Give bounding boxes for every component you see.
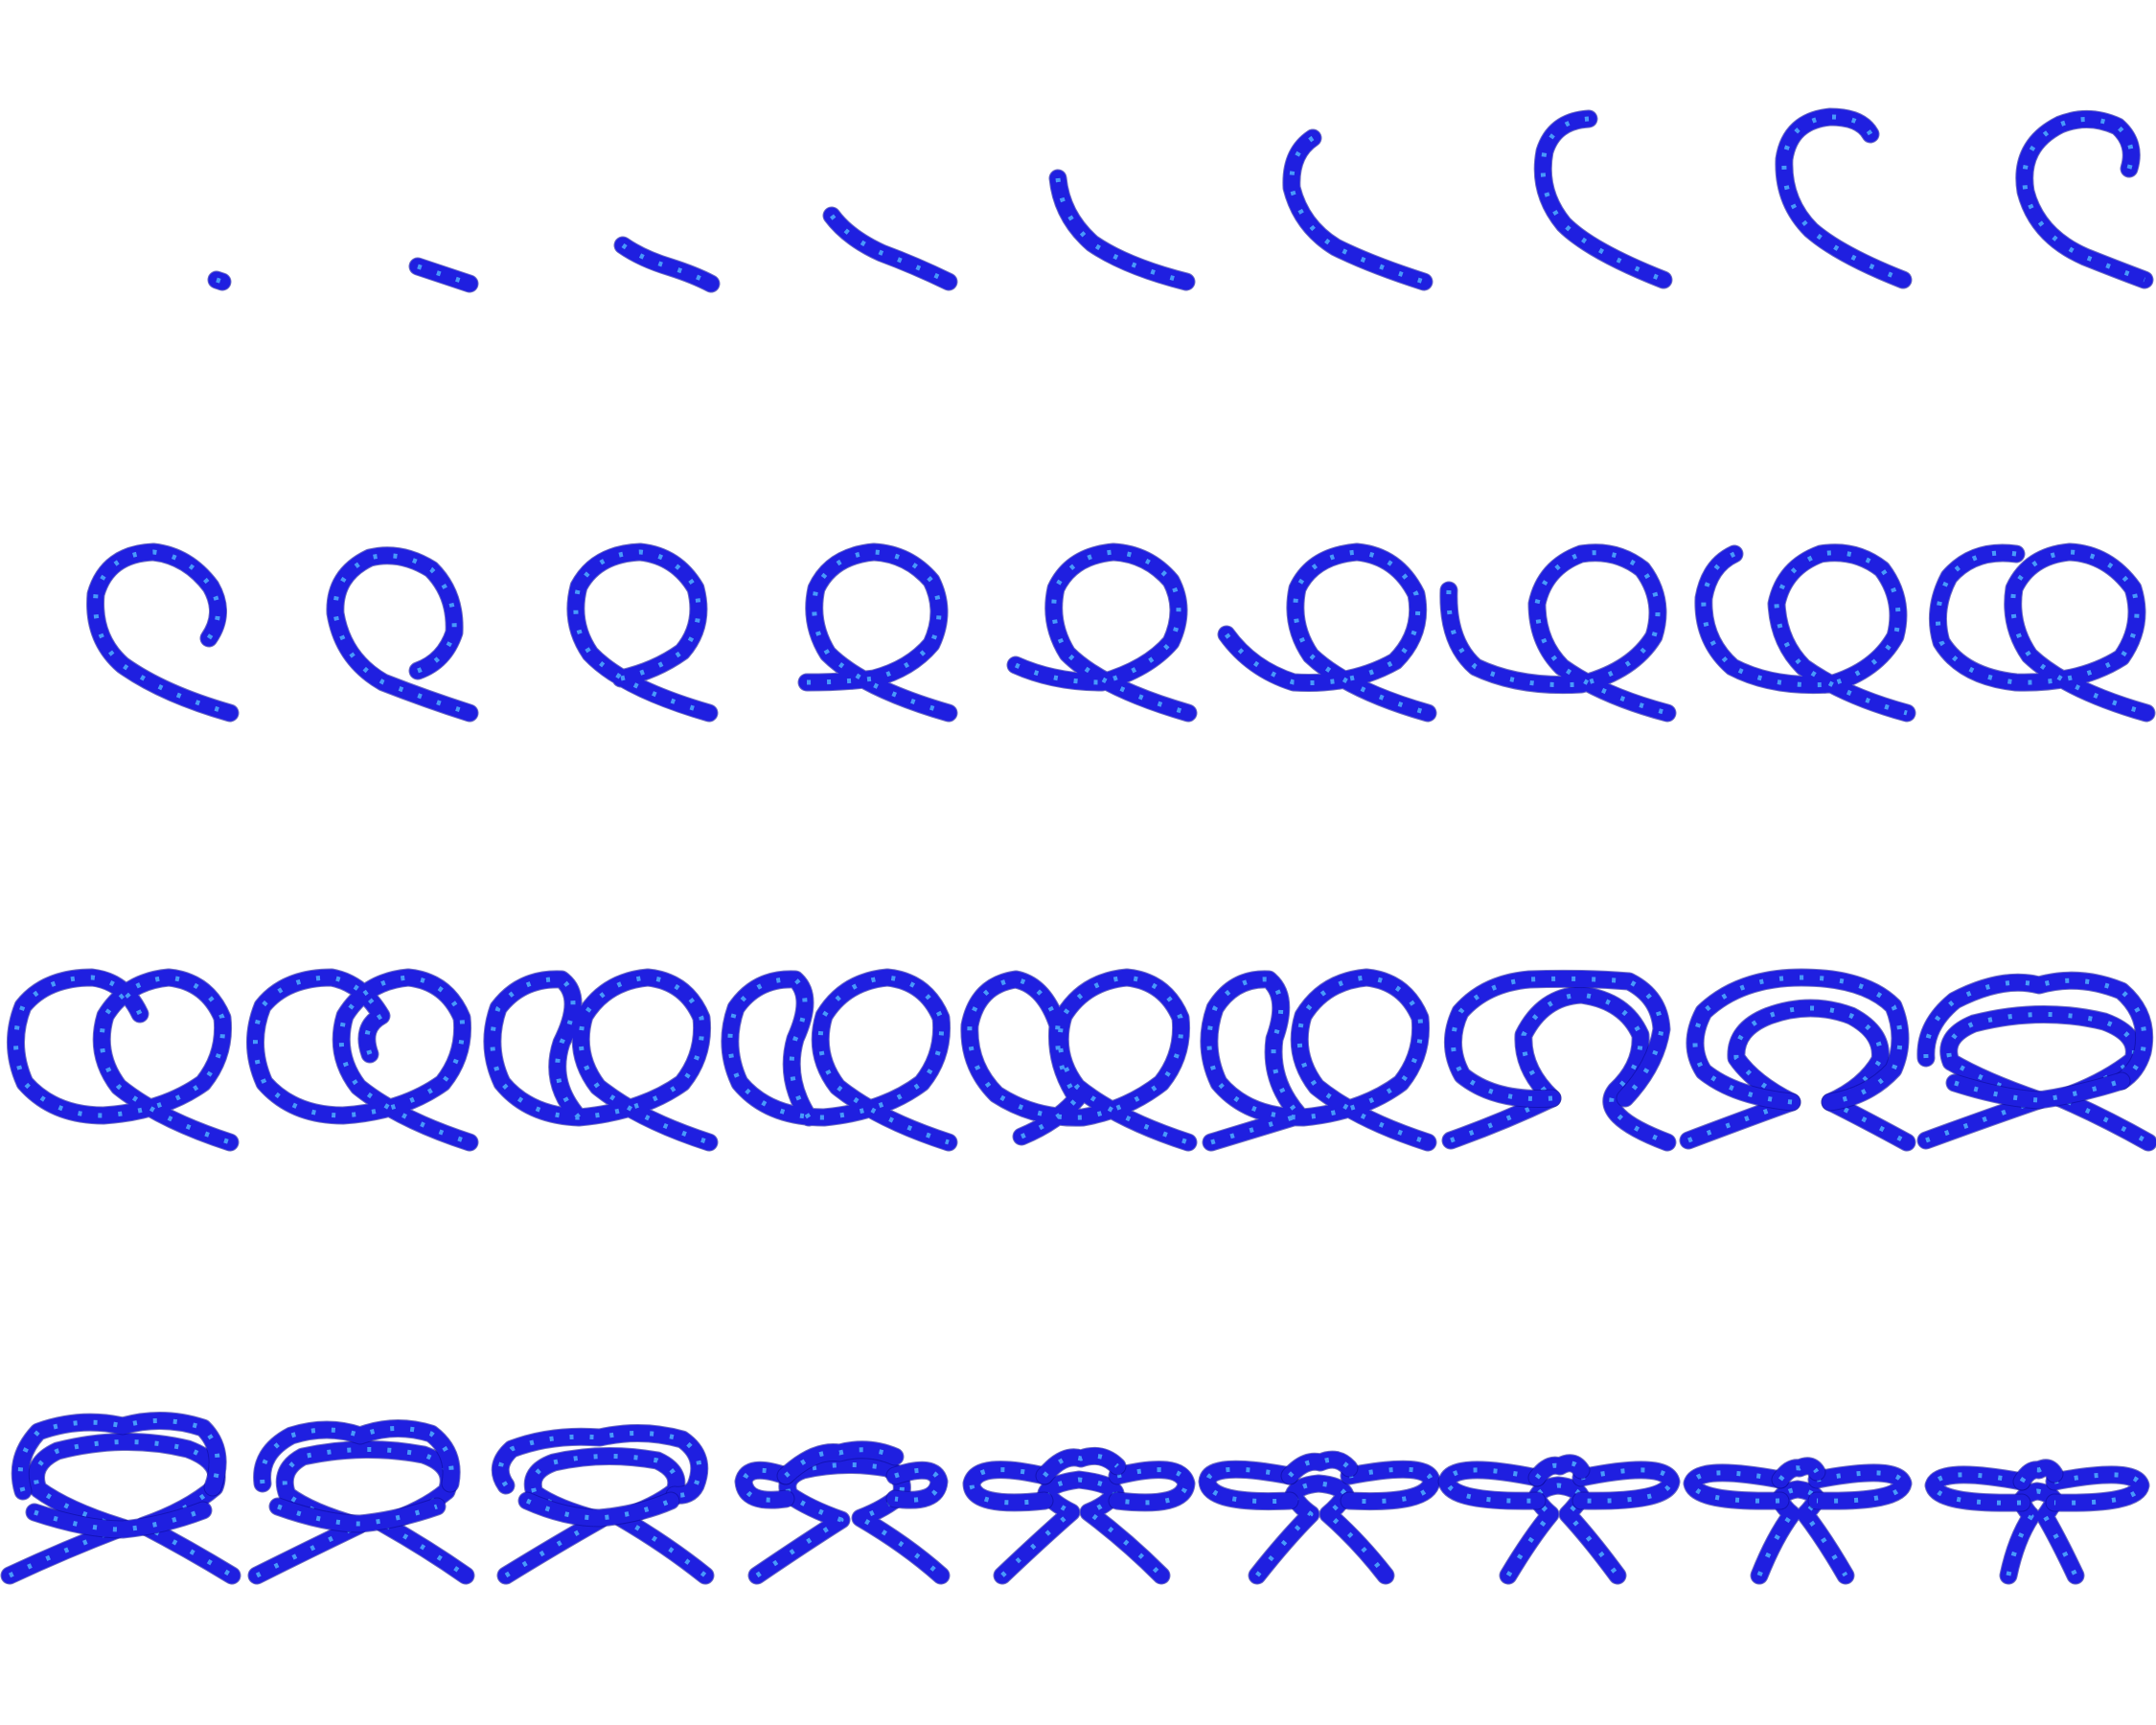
rope-pattern-two-loops-cross-0 [727, 975, 950, 1145]
rope-segment-gentle-curve-0 [614, 237, 720, 292]
rope-segment-second-curve-up-0 [1440, 544, 1676, 722]
rope-segment-pretzel-ears-1 [735, 1461, 794, 1508]
rope-pattern-tail-point-0 [216, 277, 223, 285]
frame-r4-c2 [247, 1418, 475, 1585]
rope-pattern-knot-tight-2 [1816, 1470, 1906, 1504]
frame-r2-c8 [1694, 543, 1916, 723]
frame-r3-c9 [1916, 971, 2156, 1152]
rope-segment-pretzel-narrow-1 [254, 1419, 460, 1492]
frame-r4-c5 [962, 1446, 1196, 1585]
frame-r1-c2 [408, 257, 479, 293]
rope-pattern-knot-final-1 [1931, 1472, 2023, 1506]
frame-r3-c5 [960, 968, 1198, 1152]
frame-r3-c7 [1441, 969, 1677, 1152]
rope-segment-knot-tight-0 [1751, 1481, 1854, 1584]
frame-r2-c6 [1217, 542, 1437, 723]
rope-segment-loop-closed-0 [567, 543, 718, 722]
rope-pattern-knot-ears-3 [1043, 1453, 1119, 1478]
frame-r1-c5 [1048, 169, 1196, 291]
frame-r1-c1 [207, 270, 232, 291]
rope-pattern-knot-final-0 [2006, 1488, 2078, 1577]
frame-r4-c6 [1198, 1450, 1441, 1585]
frame-r3-c2 [246, 968, 479, 1152]
rope-pattern-loops-flatten-1 [1692, 975, 1903, 1105]
frame-r1-c8 [1775, 107, 1913, 289]
rope-pattern-knot-dressed-1 [1444, 1467, 1538, 1504]
rope-pattern-curl-inward-0 [93, 549, 231, 716]
frame-r1-c4 [822, 206, 958, 291]
rope-segment-two-loops-tuck-0 [484, 969, 718, 1151]
rope-segment-loops-overlay-2 [1946, 1072, 2130, 1109]
rope-pattern-half-hook-0 [1289, 135, 1425, 285]
rope-pattern-knot-ears-1 [969, 1467, 1045, 1506]
rope-pattern-pretzel-ears-2 [894, 1467, 942, 1503]
rope-segment-knot-compact-3 [1281, 1451, 1358, 1484]
frame-r2-c5 [1006, 542, 1198, 723]
frame-r3-c1 [7, 968, 240, 1152]
rope-segment-two-loops-tails-out-0 [1201, 969, 1436, 1151]
rope-pattern-knot-tight-3 [1778, 1463, 1820, 1482]
rope-pattern-second-loop-open-0 [1935, 549, 2147, 716]
frame-r1-c6 [1282, 128, 1434, 291]
rope-pattern-knot-final-3 [2019, 1465, 2057, 1484]
frame-r1-c9 [2015, 110, 2154, 289]
rope-segment-curve-arc-0 [1049, 170, 1195, 290]
frame-r2-c4 [797, 542, 958, 723]
rope-pattern-loop-tail-left-0 [806, 549, 950, 716]
rope-segment-pretzel-narrow-2 [269, 1498, 446, 1532]
frame-r3-c3 [483, 968, 719, 1152]
frame-r4-c1 [0, 1412, 241, 1585]
frame-r2-c9 [1928, 542, 2156, 723]
frame-r4-c3 [491, 1424, 715, 1585]
rope-pattern-knot-final-2 [2053, 1472, 2144, 1506]
frame-r2-c2 [326, 546, 479, 723]
rope-segment-pretzel-ears-3 [777, 1441, 904, 1484]
rope-pattern-knot-compact-2 [1348, 1466, 1434, 1505]
rope-pattern-knot-compact-1 [1204, 1466, 1291, 1505]
rope-pattern-knot-dressed-0 [1505, 1483, 1620, 1577]
rope-pattern-curl-closing-0 [333, 553, 470, 716]
frame-r4-c8 [1683, 1457, 1913, 1585]
frame-r1-c7 [1533, 109, 1673, 289]
rope-pattern-c-hook-0 [1781, 114, 1904, 283]
rope-segment-short-segment-0 [409, 258, 478, 292]
rope-pattern-second-curve-hook-0 [1701, 550, 1908, 716]
rope-segment-loop-tail-extend-0 [1007, 543, 1197, 722]
rope-pattern-curl-begin-0 [2022, 117, 2145, 283]
frames-grid [0, 107, 2156, 1585]
rope-pattern-curve-rising-0 [829, 214, 951, 285]
rope-pattern-knot-dressed-2 [1580, 1467, 1674, 1504]
rope-pattern-knot-ears-0 [1000, 1477, 1163, 1577]
rope-pattern-pretzel-tighten-2 [525, 1498, 673, 1521]
frame-r3-c6 [1200, 968, 1437, 1152]
frame-r3-c8 [1679, 968, 1916, 1152]
frame-r4-c9 [1924, 1459, 2150, 1585]
frame-r4-c7 [1437, 1454, 1681, 1585]
rope-pattern-loops-overlay-0 [1925, 1012, 2150, 1145]
frame-r2-c7 [1439, 543, 1677, 723]
frame-r2-c1 [86, 542, 240, 723]
rope-segment-knot-ears-2 [1109, 1461, 1195, 1511]
rope-segment-two-loops-tail-0 [961, 969, 1197, 1151]
rope-segment-loops-nest-1 [1444, 970, 1670, 1107]
rope-pattern-pretzel-ears-0 [755, 1461, 943, 1578]
frame-r3-c4 [721, 968, 958, 1152]
rope-segment-open-c-0 [1534, 110, 1672, 288]
rope-segment-knot-compact-0 [1249, 1475, 1394, 1584]
rope-segment-knot-dressed-3 [1528, 1455, 1590, 1486]
rope-pattern-two-loops-curl-0 [253, 975, 470, 1145]
rope-pattern-two-loops-hook-0 [13, 975, 231, 1145]
frame-r2-c3 [566, 542, 719, 723]
frame-r1-c3 [613, 236, 721, 293]
rope-pattern-knot-tight-1 [1689, 1470, 1781, 1504]
rope-pattern-pretzel-tighten-1 [497, 1431, 702, 1498]
rope-segment-pretzel-wide-2 [26, 1502, 212, 1538]
rope-segment-pretzel-wide-1 [11, 1413, 226, 1500]
rope-segment-second-curve-start-0 [1218, 543, 1436, 722]
rope-pattern-loops-overlay-1 [1923, 978, 2147, 1084]
frame-r4-c4 [734, 1440, 951, 1585]
